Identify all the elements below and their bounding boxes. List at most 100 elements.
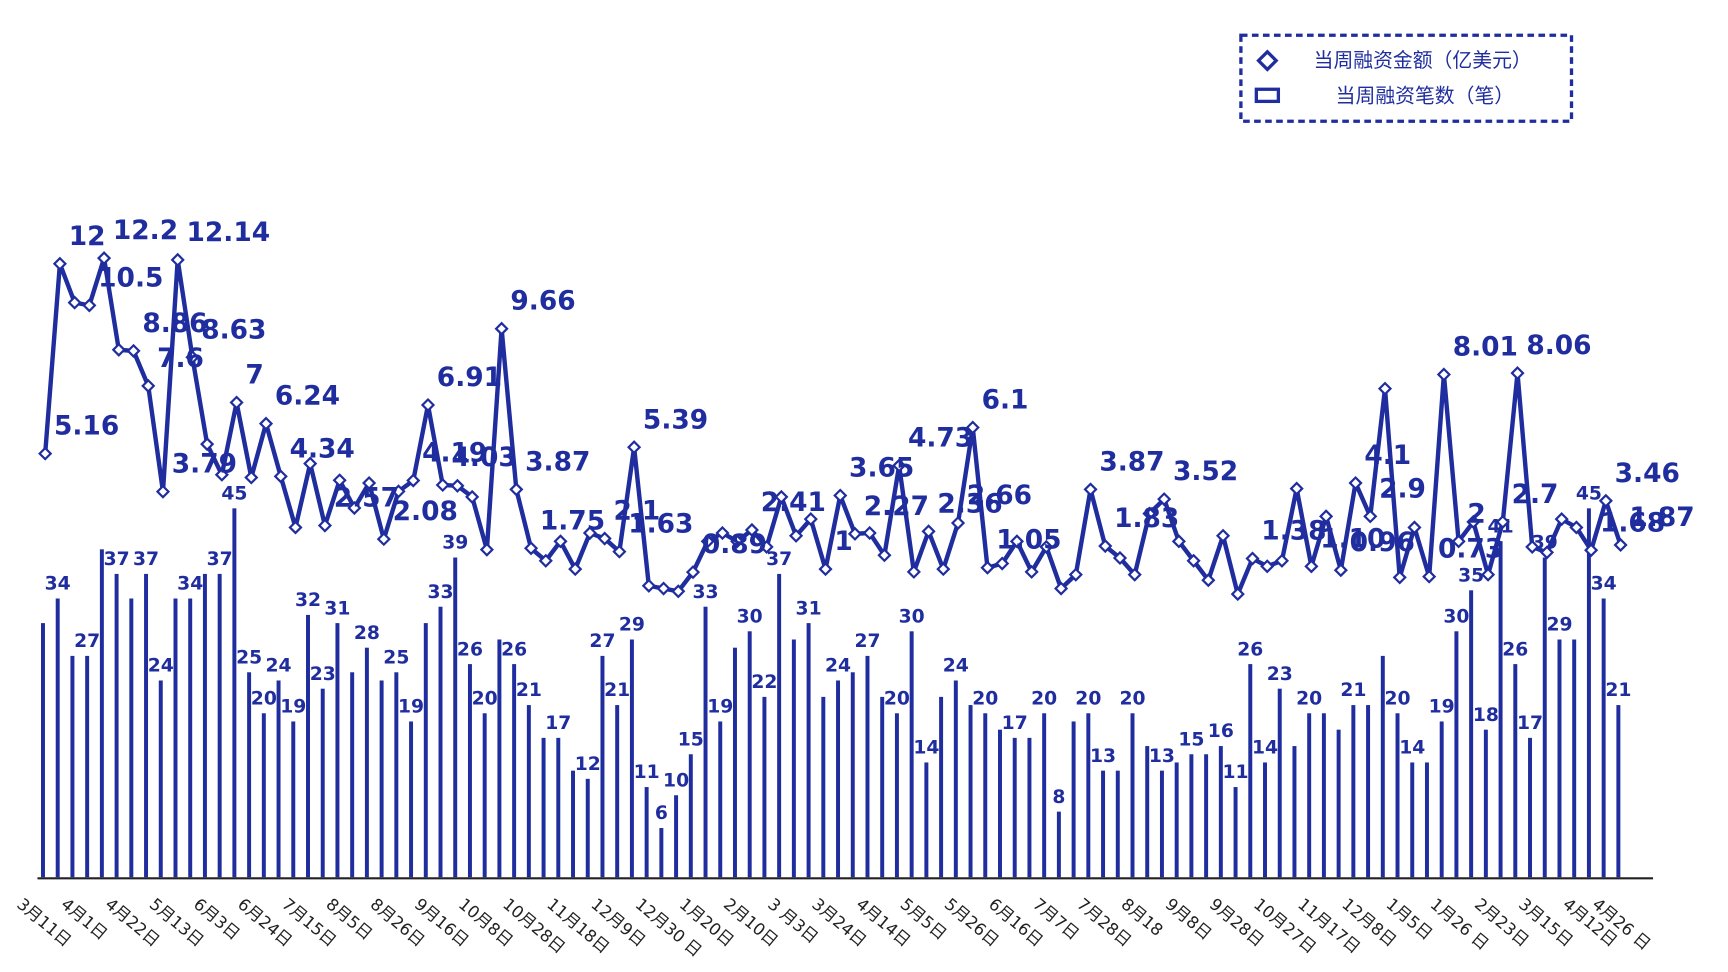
bar-label: 19 <box>280 697 306 718</box>
bar <box>1410 762 1415 878</box>
bar-label: 19 <box>707 697 733 718</box>
point <box>1039 539 1054 554</box>
bar <box>791 639 796 878</box>
bar <box>1012 737 1017 878</box>
point <box>1083 482 1098 497</box>
point <box>730 534 745 549</box>
point <box>347 500 362 516</box>
bar-label: 30 <box>737 606 763 627</box>
bar-label: 18 <box>1473 705 1499 726</box>
line-label: 10.5 <box>98 262 163 293</box>
bar <box>335 623 340 878</box>
bar <box>718 721 723 878</box>
bar-label: 33 <box>427 582 453 603</box>
point <box>1260 559 1275 574</box>
point <box>965 420 980 435</box>
bar-label: 29 <box>619 615 645 636</box>
bar-label: 8 <box>1052 787 1065 808</box>
bar <box>1351 705 1356 878</box>
line-label: 6.91 <box>437 362 502 393</box>
point <box>1392 570 1407 585</box>
line-label: 3.87 <box>1099 446 1164 477</box>
bar <box>350 672 355 878</box>
point <box>847 526 863 541</box>
bar <box>276 680 281 878</box>
line-label: 2.7 <box>1512 479 1559 510</box>
bar-label: 27 <box>854 631 880 652</box>
point <box>1363 509 1378 524</box>
bar <box>939 696 944 878</box>
line-label: 1.83 <box>1114 503 1179 534</box>
line-label: 1 <box>834 526 852 557</box>
bar-label: 13 <box>1090 746 1116 767</box>
bar-label: 45 <box>221 484 247 505</box>
legend-bar-icon <box>1254 87 1281 104</box>
point <box>38 446 53 461</box>
bar <box>261 713 266 878</box>
bar <box>1542 557 1547 878</box>
line-label: 1.10 <box>1320 523 1385 554</box>
bar <box>158 680 163 878</box>
bar <box>644 787 649 878</box>
line-label: 7.6 <box>157 343 204 374</box>
point <box>67 295 82 310</box>
bar <box>865 655 870 878</box>
bar <box>1557 639 1562 878</box>
point <box>1613 537 1628 553</box>
bar-label: 37 <box>104 549 130 570</box>
point <box>744 522 759 538</box>
point <box>685 565 701 580</box>
bar <box>1101 770 1106 878</box>
point <box>803 512 818 527</box>
line-label: 3.87 <box>525 446 590 477</box>
point <box>818 562 833 577</box>
line-label: 2.27 <box>864 491 929 522</box>
bar-label: 25 <box>236 647 262 668</box>
point <box>1451 534 1466 549</box>
point <box>1112 550 1128 566</box>
bar <box>247 672 252 878</box>
point <box>141 378 156 393</box>
bar-label: 10 <box>663 770 689 791</box>
point <box>406 473 421 488</box>
bar <box>909 631 914 878</box>
bar-label: 24 <box>825 656 851 677</box>
line <box>42 255 1623 597</box>
point <box>1348 475 1363 491</box>
bar-label: 34 <box>45 574 71 595</box>
line-label: 4.73 <box>908 423 973 454</box>
bar <box>320 688 325 878</box>
point <box>1598 493 1613 508</box>
bar-label: 31 <box>324 598 350 619</box>
line-label: 4.19 <box>422 438 487 469</box>
bar <box>1380 655 1385 878</box>
line-label: 4.34 <box>290 433 355 464</box>
bar-label: 11 <box>1223 762 1249 783</box>
bar <box>1027 737 1032 878</box>
bar-label: 26 <box>1237 639 1263 660</box>
bar-label: 15 <box>1178 729 1204 750</box>
bar-label: 19 <box>1429 697 1455 718</box>
line-label: 8.06 <box>1526 330 1591 361</box>
bar <box>55 598 60 878</box>
bar-label: 12 <box>575 754 601 775</box>
line-label: 0.96 <box>1350 527 1415 558</box>
bar-label: 30 <box>899 606 925 627</box>
line-label: 9.66 <box>510 286 575 317</box>
point <box>362 475 377 491</box>
bar-label: 20 <box>472 688 498 709</box>
bar <box>438 606 443 878</box>
bar-label: 23 <box>1267 664 1293 685</box>
bar-label: 37 <box>133 549 159 570</box>
bar <box>497 639 502 878</box>
bar <box>571 770 576 878</box>
bar <box>659 828 664 878</box>
line-label: 12 <box>69 221 106 252</box>
bar-label: 37 <box>766 549 792 570</box>
point <box>391 484 406 499</box>
bar <box>85 655 90 878</box>
bar <box>379 680 384 878</box>
point <box>1024 564 1039 579</box>
bar-label: 32 <box>295 590 321 611</box>
point <box>995 556 1010 571</box>
